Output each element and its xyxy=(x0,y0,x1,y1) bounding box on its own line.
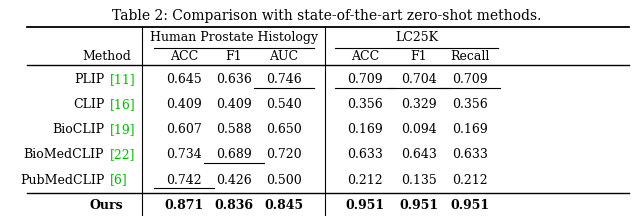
Text: BioMedCLIP: BioMedCLIP xyxy=(24,148,104,161)
Text: [16]: [16] xyxy=(110,98,136,111)
Text: 0.871: 0.871 xyxy=(164,199,204,212)
Text: 0.734: 0.734 xyxy=(166,148,202,161)
Text: F1: F1 xyxy=(226,50,243,63)
Text: 0.836: 0.836 xyxy=(214,199,253,212)
Text: 0.636: 0.636 xyxy=(216,73,252,86)
Text: Human Prostate Histology: Human Prostate Histology xyxy=(150,31,318,44)
Text: 0.426: 0.426 xyxy=(216,174,252,187)
Text: Ours: Ours xyxy=(90,199,124,212)
Text: 0.951: 0.951 xyxy=(346,199,385,212)
Text: [6]: [6] xyxy=(110,174,127,187)
Text: CLIP: CLIP xyxy=(73,98,104,111)
Text: 0.633: 0.633 xyxy=(452,148,488,161)
Text: 0.746: 0.746 xyxy=(266,73,302,86)
Text: 0.409: 0.409 xyxy=(166,98,202,111)
Text: Method: Method xyxy=(83,50,131,63)
Text: 0.500: 0.500 xyxy=(266,174,302,187)
Text: 0.704: 0.704 xyxy=(401,73,436,86)
Text: 0.709: 0.709 xyxy=(452,73,488,86)
Text: ACC: ACC xyxy=(170,50,198,63)
Text: PubMedCLIP: PubMedCLIP xyxy=(20,174,104,187)
Text: 0.720: 0.720 xyxy=(266,148,302,161)
Text: 0.607: 0.607 xyxy=(166,123,202,136)
Text: 0.633: 0.633 xyxy=(348,148,383,161)
Text: Table 2: Comparison with state-of-the-art zero-shot methods.: Table 2: Comparison with state-of-the-ar… xyxy=(112,9,541,23)
Text: 0.212: 0.212 xyxy=(452,174,488,187)
Text: 0.689: 0.689 xyxy=(216,148,252,161)
Text: 0.709: 0.709 xyxy=(348,73,383,86)
Text: 0.588: 0.588 xyxy=(216,123,252,136)
Text: Recall: Recall xyxy=(451,50,490,63)
Text: 0.135: 0.135 xyxy=(401,174,436,187)
Text: 0.951: 0.951 xyxy=(451,199,490,212)
Text: 0.409: 0.409 xyxy=(216,98,252,111)
Text: 0.212: 0.212 xyxy=(348,174,383,187)
Text: 0.645: 0.645 xyxy=(166,73,202,86)
Text: 0.643: 0.643 xyxy=(401,148,437,161)
Text: 0.540: 0.540 xyxy=(266,98,302,111)
Text: [22]: [22] xyxy=(110,148,135,161)
Text: [19]: [19] xyxy=(110,123,136,136)
Text: 0.356: 0.356 xyxy=(452,98,488,111)
Text: [11]: [11] xyxy=(110,73,136,86)
Text: BioCLIP: BioCLIP xyxy=(52,123,104,136)
Text: ACC: ACC xyxy=(351,50,380,63)
Text: AUC: AUC xyxy=(269,50,299,63)
Text: LC25K: LC25K xyxy=(395,31,438,44)
Text: 0.742: 0.742 xyxy=(166,174,202,187)
Text: F1: F1 xyxy=(410,50,427,63)
Text: 0.169: 0.169 xyxy=(348,123,383,136)
Text: 0.169: 0.169 xyxy=(452,123,488,136)
Text: 0.329: 0.329 xyxy=(401,98,436,111)
Text: 0.650: 0.650 xyxy=(266,123,302,136)
Text: 0.094: 0.094 xyxy=(401,123,436,136)
Text: 0.845: 0.845 xyxy=(264,199,303,212)
Text: PLIP: PLIP xyxy=(74,73,104,86)
Text: 0.356: 0.356 xyxy=(348,98,383,111)
Text: 0.951: 0.951 xyxy=(399,199,438,212)
